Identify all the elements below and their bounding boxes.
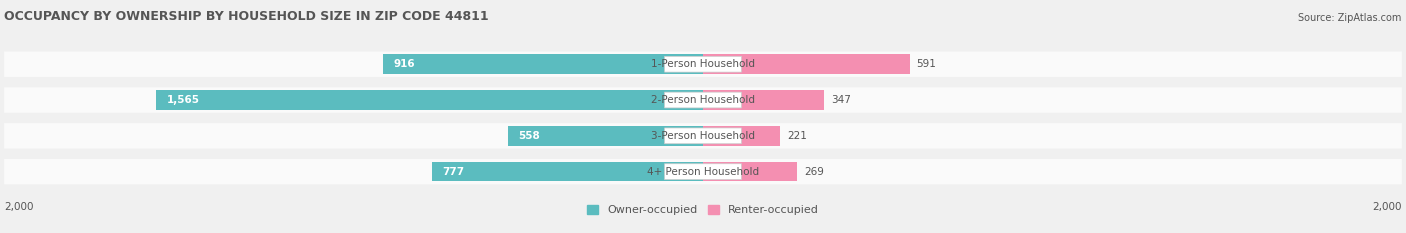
Text: 558: 558: [519, 131, 540, 141]
Text: 2-Person Household: 2-Person Household: [651, 95, 755, 105]
Text: 2,000: 2,000: [1372, 202, 1402, 212]
Text: 777: 777: [441, 167, 464, 177]
Text: 1-Person Household: 1-Person Household: [651, 59, 755, 69]
Text: OCCUPANCY BY OWNERSHIP BY HOUSEHOLD SIZE IN ZIP CODE 44811: OCCUPANCY BY OWNERSHIP BY HOUSEHOLD SIZE…: [4, 10, 489, 23]
Text: 347: 347: [831, 95, 851, 105]
FancyBboxPatch shape: [665, 128, 741, 144]
Bar: [508, 126, 703, 146]
FancyBboxPatch shape: [4, 87, 1402, 113]
Bar: [156, 90, 703, 110]
FancyBboxPatch shape: [4, 123, 1402, 149]
FancyBboxPatch shape: [4, 159, 1402, 184]
Text: 269: 269: [804, 167, 824, 177]
Text: 916: 916: [394, 59, 415, 69]
Text: 2,000: 2,000: [4, 202, 34, 212]
Text: 1,565: 1,565: [167, 95, 200, 105]
Text: 3-Person Household: 3-Person Household: [651, 131, 755, 141]
Text: 591: 591: [917, 59, 936, 69]
Legend: Owner-occupied, Renter-occupied: Owner-occupied, Renter-occupied: [582, 201, 824, 220]
Bar: [703, 90, 824, 110]
Text: 221: 221: [787, 131, 807, 141]
FancyBboxPatch shape: [665, 164, 741, 179]
FancyBboxPatch shape: [665, 56, 741, 72]
Bar: [703, 162, 797, 182]
FancyBboxPatch shape: [665, 92, 741, 108]
Text: 4+ Person Household: 4+ Person Household: [647, 167, 759, 177]
Text: Source: ZipAtlas.com: Source: ZipAtlas.com: [1299, 13, 1402, 23]
FancyBboxPatch shape: [4, 51, 1402, 77]
Bar: [703, 54, 910, 74]
Bar: [382, 54, 703, 74]
Bar: [703, 126, 780, 146]
Bar: [432, 162, 703, 182]
